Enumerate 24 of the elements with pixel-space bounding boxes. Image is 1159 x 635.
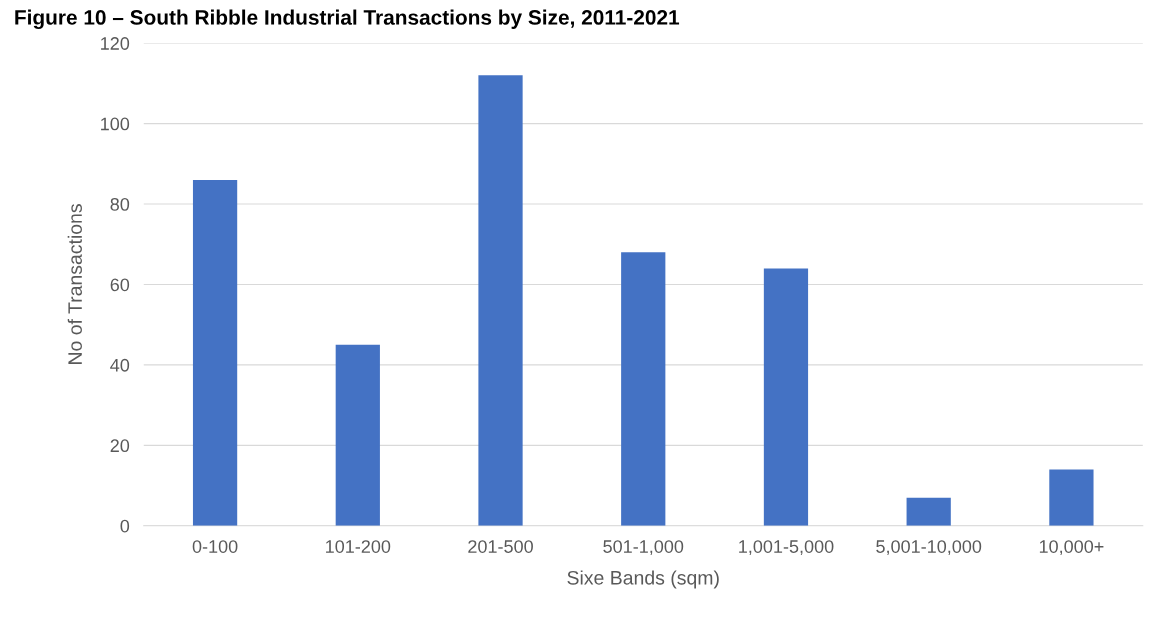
bar	[906, 497, 951, 526]
bar	[478, 75, 523, 526]
bar	[335, 344, 380, 526]
x-tick-label: 1,001-5,000	[739, 540, 834, 556]
y-tick-label: 0	[120, 519, 130, 533]
x-tick-label: 0-100	[192, 540, 238, 553]
y-tick-label: 80	[110, 197, 130, 211]
y-tick-label: 20	[110, 439, 130, 453]
bar	[192, 179, 238, 526]
x-tick-label: 10,000+	[1039, 540, 1104, 556]
x-axis-title: Sixe Bands (sqm)	[567, 570, 719, 589]
y-tick-label: 60	[110, 278, 130, 292]
x-tick-label: 101-200	[326, 540, 391, 553]
chart-title: Figure 10 – South Ribble Industrial Transactions by Size, 2011-2021	[15, 9, 680, 30]
y-tick-label: 40	[110, 358, 130, 372]
y-tick-label: 100	[101, 117, 130, 131]
x-tick-label: 201-500	[468, 540, 533, 553]
x-tick-label: 501-1,000	[603, 540, 684, 556]
bar	[763, 268, 809, 526]
y-axis-title: No of Transactions	[67, 204, 82, 364]
x-tick-label: 5,001-10,000	[876, 540, 982, 556]
y-tick-label: 120	[101, 37, 130, 50]
bar	[1049, 469, 1094, 526]
bar	[621, 252, 666, 526]
